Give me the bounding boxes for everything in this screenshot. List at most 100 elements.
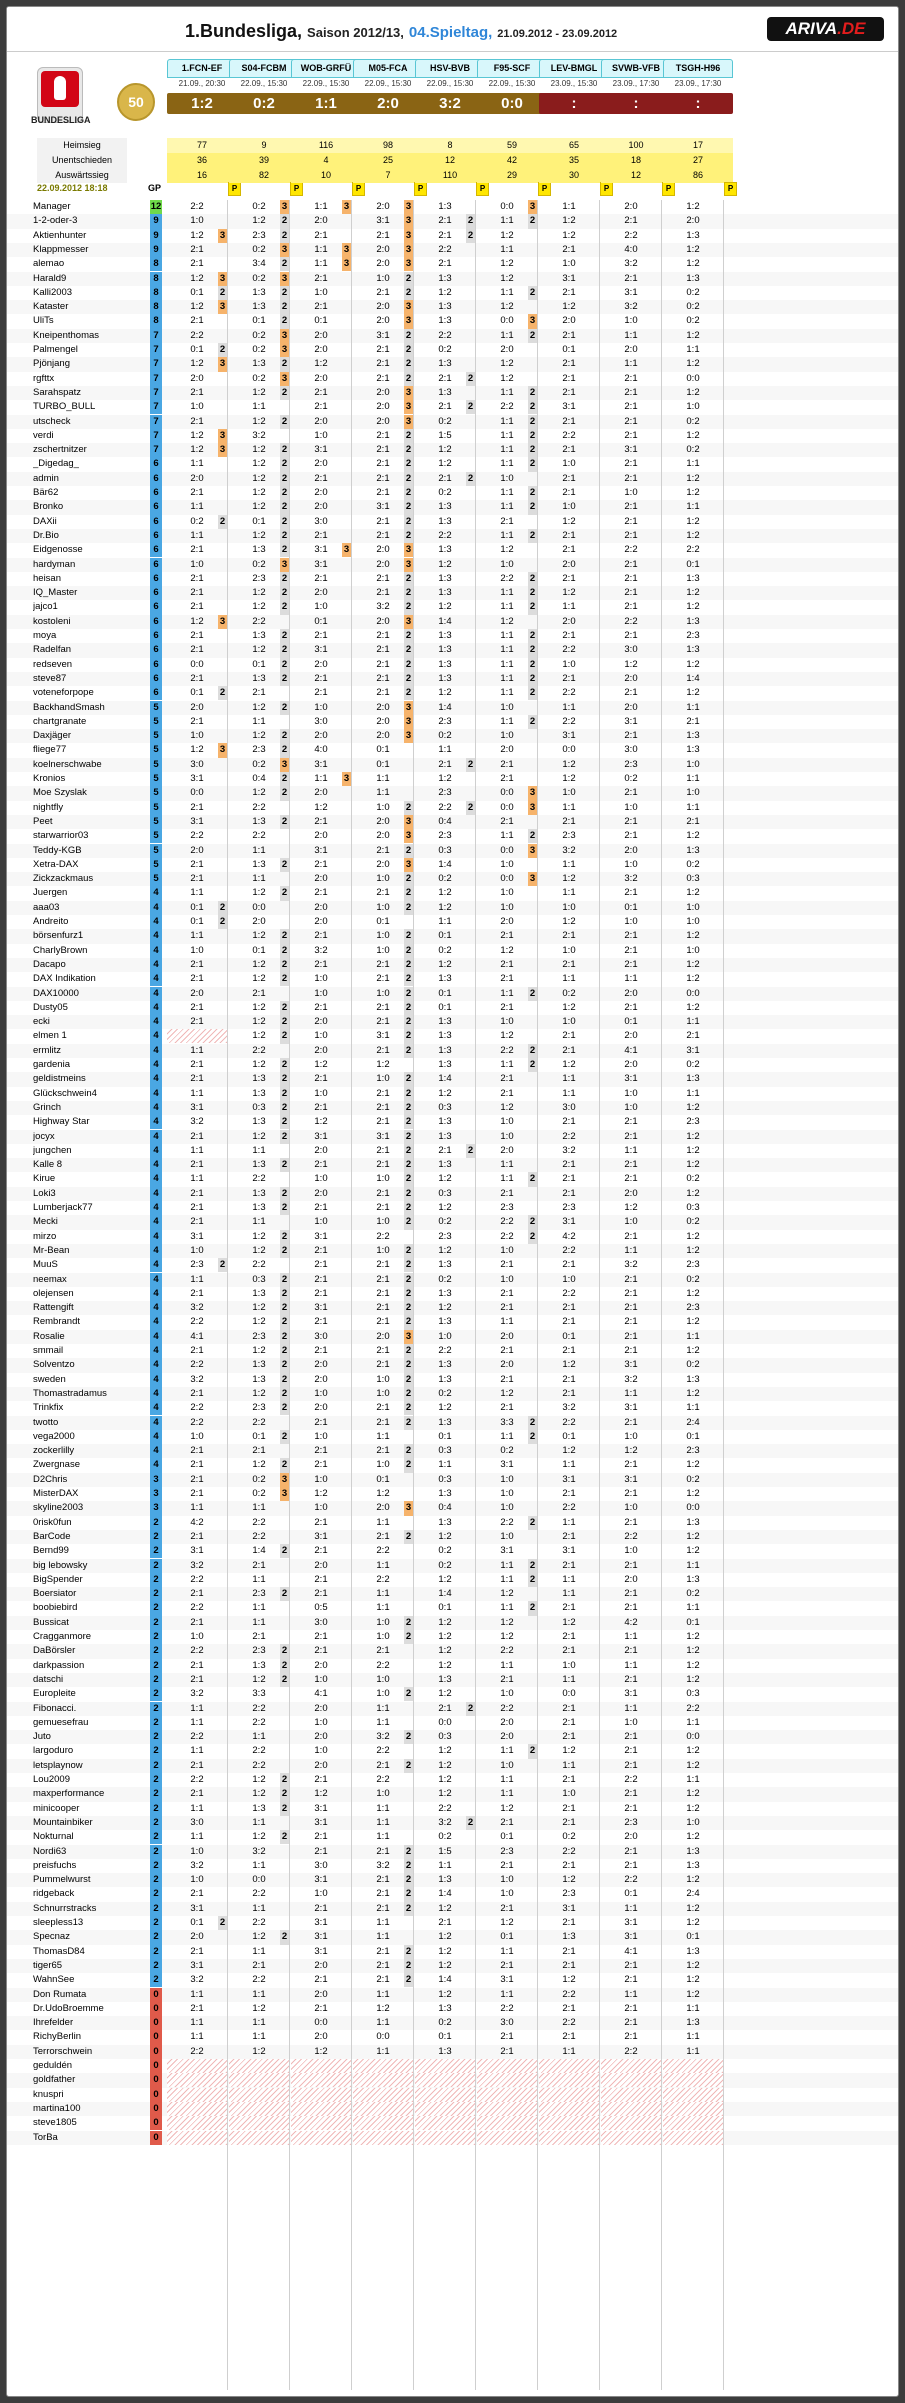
player-name[interactable]: Don Rumata [33,1988,87,2000]
player-name[interactable]: Bussicat [33,1616,69,1628]
table-row[interactable]: Kneipenthomas 7 2:2 0:2 3 2:0 3:1 2 2:2 1:1 2 2:1 1:… [7,328,898,343]
player-name[interactable]: ThomasD84 [33,1945,85,1957]
table-row[interactable]: elmen 1 4 1:2 2 1:0 3:1 2 1:3 1:2 2:1 2:0 2:1 [7,1029,898,1044]
table-row[interactable]: Kataster 8 1:2 3 1:3 2 2:1 2:0 3 1:3 1:2 1:2 3:2 0:2 [7,300,898,315]
table-row[interactable]: gemuesefrau 2 1:1 2:2 1:0 1:1 0:0 2:0 2:1 1:0 1:1 [7,1715,898,1731]
table-row[interactable]: Radelfan 6 2:1 1:2 2 3:1 2:1 2 1:3 1:1 2 2:2 3:0 1:3 [7,643,898,658]
table-row[interactable]: DAXii 6 0:2 2 0:1 2 3:0 2:1 2 1:3 2:1 1:2 2:1 1:2 [7,514,898,529]
player-name[interactable]: tiger65 [33,1959,63,1971]
table-row[interactable]: Kirue 4 1:1 2:2 1:0 1:0 2 1:2 1:1 2 2:1 2:1 0:2 [7,1172,898,1187]
table-row[interactable]: tiger65 2 3:1 2:1 2:0 2:1 2 1:2 2:1 2:1 2:1 1:2 [7,1958,898,1974]
player-name[interactable]: minicooper [33,1802,80,1814]
player-name[interactable]: zockerlilly [33,1445,75,1457]
table-row[interactable]: Pjönjang 7 1:2 3 1:3 2 1:2 2:1 2 1:3 1:2 2:1 1:1 1:2 [7,357,898,372]
player-name[interactable]: olejensen [33,1287,74,1299]
table-row[interactable]: Daxjäger 5 1:0 1:2 2 2:0 2:0 3 0:2 1:0 3:1 2:1 1:3 [7,729,898,744]
player-name[interactable]: steve87 [33,672,67,684]
player-name[interactable]: fliege77 [33,744,67,756]
table-row[interactable]: sleepless13 2 0:1 2 2:2 3:1 1:1 2:1 1:2 2:1 3:1 1:2 [7,1916,898,1931]
table-row[interactable]: Zwergnase 4 2:1 1:2 2 2:1 1:0 2 1:1 3:1 1:1 2:1 1:2 [7,1458,898,1473]
player-name[interactable]: DAX10000 [33,987,79,999]
player-name[interactable]: Juergen [33,887,68,899]
player-name[interactable]: rgfttx [33,372,55,384]
table-row[interactable]: CharlyBrown 4 1:0 0:1 2 3:2 1:0 2 0:2 1:2 1:0 2:1 1:… [7,943,898,958]
table-row[interactable]: Zickzackmaus 5 2:1 1:1 2:0 1:0 2 0:2 0:0 3 1:2 3:2 0… [7,872,898,887]
player-name[interactable]: CharlyBrown [33,944,88,956]
player-name[interactable]: Dacapo [33,958,66,970]
player-name[interactable]: jungchen [33,1144,72,1156]
table-row[interactable]: admin 6 2:0 1:2 2 2:1 2:1 2 2:1 2 1:0 2:1 2:1 1:2 [7,471,898,486]
player-name[interactable]: zschertnitzer [33,444,87,456]
table-row[interactable]: BackhandSmash 5 2:0 1:2 2 1:0 2:0 3 1:4 1:0 1:1 2:0… [7,700,898,715]
table-row[interactable]: Kronios 5 3:1 0:4 2 1:1 3 1:1 1:2 2:1 1:2 0:2 1:1 [7,772,898,787]
player-name[interactable]: Solventzo [33,1359,75,1371]
player-name[interactable]: admin [33,472,59,484]
table-row[interactable]: Sarahspatz 7 2:1 1:2 2 2:1 2:0 3 1:3 1:1 2 2:1 2:1 1:… [7,385,898,401]
player-name[interactable]: Manager [33,201,71,212]
table-row[interactable]: kostoleni 6 1:2 3 2:2 0:1 2:0 3 1:4 1:2 2:0 2:2 1:3 [7,614,898,629]
table-row[interactable]: Juto 2 2:2 1:1 2:0 3:2 2 0:3 2:0 2:1 2:1 0:0 [7,1730,898,1745]
table-row[interactable]: jocyx 4 2:1 1:2 2 3:1 3:1 2 1:3 1:0 2:2 2:1 1:2 [7,1129,898,1144]
table-row[interactable]: Cragganmore 2 1:0 2:1 2:1 1:0 2 1:2 1:2 2:1 1:1 1:2 [7,1630,898,1645]
table-row[interactable]: rgfttx 7 2:0 0:2 3 2:0 2:1 2 2:1 2 1:2 2:1 2:1 0:0 [7,371,898,386]
table-row[interactable]: minicooper 2 1:1 1:3 2 3:1 1:1 2:2 1:2 2:1 2:1 1:2 [7,1801,898,1816]
table-row[interactable]: _Digedag_ 6 1:1 1:2 2 2:0 2:1 2 1:2 1:1 2 1:0 2:1 1:1 [7,457,898,472]
player-name[interactable]: Fibonacci. [33,1702,77,1714]
player-name[interactable]: BigSpender [33,1573,83,1585]
table-row[interactable]: skyline2003 3 1:1 1:1 1:0 2:0 3 0:4 1:0 2:2 1:0 0:0 [7,1501,898,1516]
player-name[interactable]: Kneipenthomas [33,329,100,341]
match-team-header[interactable]: F95-SCF [477,59,547,78]
player-name[interactable]: Boersiator [33,1588,77,1600]
table-row[interactable]: DaBörsler 2 2:2 2:3 2 2:1 2:1 1:2 2:2 2:1 2:1 1:2 [7,1644,898,1659]
table-row[interactable]: Rosalie 4 4:1 2:3 2 3:0 2:0 3 1:0 2:0 0:1 2:1 1:1 [7,1329,898,1344]
table-row[interactable]: Dr.UdoBroemme 0 2:1 1:2 2:1 1:2 1:3 2:2 2:1 2:1 1:… [7,2001,898,2017]
player-name[interactable]: Harald9 [33,272,67,284]
player-name[interactable]: Kalle 8 [33,1159,63,1171]
table-row[interactable]: jungchen 4 1:1 1:1 2:0 2:1 2 2:1 2 2:0 3:2 1:1 1:2 [7,1143,898,1159]
table-row[interactable]: ridgeback 2 2:1 2:2 1:0 2:1 2 1:4 1:0 2:3 0:1 2:4 [7,1887,898,1902]
match-team-header[interactable]: TSGH-H96 [663,59,733,78]
player-name[interactable]: steve1805 [33,2117,77,2129]
player-name[interactable]: Rattengift [33,1302,74,1314]
table-row[interactable]: vega2000 4 1:0 0:1 2 1:0 1:1 0:1 1:1 2 0:1 1:0 0:1 [7,1429,898,1445]
table-row[interactable]: voteneforpope 6 0:1 2 2:1 2:1 2:1 2 1:2 1:1 2 2:2 2:… [7,686,898,701]
table-row[interactable]: Terrorschwein 0 2:2 1:2 1:2 1:1 1:3 2:1 1:1 2:2 1:… [7,2044,898,2059]
table-row[interactable]: Kalle 8 4 2:1 1:3 2 2:1 2:1 2 1:3 1:1 2:1 2:1 1:2 [7,1158,898,1173]
player-name[interactable]: Specnaz [33,1931,70,1943]
player-name[interactable]: Daxjäger [33,730,72,742]
player-name[interactable]: chartgranate [33,715,87,727]
player-name[interactable]: verdi [33,429,54,441]
player-name[interactable]: DAX Indikation [33,973,96,985]
player-name[interactable]: largoduro [33,1745,74,1757]
table-row[interactable]: Mecki 4 2:1 1:1 1:0 1:0 2 0:2 2:2 2 3:1 1:0 0:2 [7,1215,898,1230]
player-name[interactable]: IQ_Master [33,587,78,599]
player-name[interactable]: Dr.UdoBroemme [33,2002,104,2014]
table-row[interactable]: Pummelwurst 2 1:0 0:0 3:1 2:1 2 1:3 1:0 1:2 2:2 1:2 [7,1873,898,1888]
table-row[interactable]: heisan 6 2:1 2:3 2 2:1 2:1 2 1:3 2:2 2 2:1 2:1 1:3 [7,571,898,587]
table-row[interactable]: Mountainbiker 2 3:0 1:1 3:1 1:1 3:2 2 2:1 2:1 2:3 1… [7,1815,898,1831]
table-row[interactable]: martina100 0 [7,2101,898,2117]
player-name[interactable]: Pjönjang [33,358,70,370]
player-name[interactable]: Glückschwein4 [33,1087,97,1099]
player-name[interactable]: D2Chris [33,1473,68,1485]
table-row[interactable]: utscheck 7 2:1 1:2 2 2:0 2:0 3 0:2 1:1 2 2:1 2:1 0:2 [7,414,898,429]
player-name[interactable]: RichyBerlin [33,2031,82,2043]
player-name[interactable]: elmen 1 [33,1030,67,1042]
table-row[interactable]: koelnerschwabe 5 3:0 0:2 3 3:1 0:1 2:1 2 2:1 1:2 2:… [7,757,898,772]
player-name[interactable]: Peet [33,815,53,827]
player-name[interactable]: darkpassion [33,1659,85,1671]
table-row[interactable]: MuuS 4 2:3 2 2:2 2:1 2:1 2 1:3 2:1 2:1 3:2 2:3 [7,1258,898,1273]
player-name[interactable]: skyline2003 [33,1502,84,1514]
table-row[interactable]: letsplaynow 2 2:1 2:2 2:0 2:1 2 1:2 1:0 1:1 2:1 1:2 [7,1758,898,1773]
player-name[interactable]: jocyx [33,1130,55,1142]
player-name[interactable]: ermlitz [33,1044,61,1056]
player-name[interactable]: Terrorschwein [33,2045,93,2057]
table-row[interactable]: mirzo 4 3:1 1:2 2 3:1 2:2 2:3 2:2 2 4:2 2:1 1:2 [7,1229,898,1244]
player-name[interactable]: Grinch [33,1101,61,1113]
player-name[interactable]: gemuesefrau [33,1716,89,1728]
player-name[interactable]: Nokturnal [33,1831,74,1843]
player-name[interactable]: Dusty05 [33,1001,68,1013]
player-name[interactable]: Bronko [33,501,64,513]
table-row[interactable]: steve1805 0 [7,2116,898,2131]
table-row[interactable]: Lou2009 2 2:2 1:2 2 2:1 2:2 1:2 1:1 2:1 2:2 1:1 [7,1773,898,1788]
